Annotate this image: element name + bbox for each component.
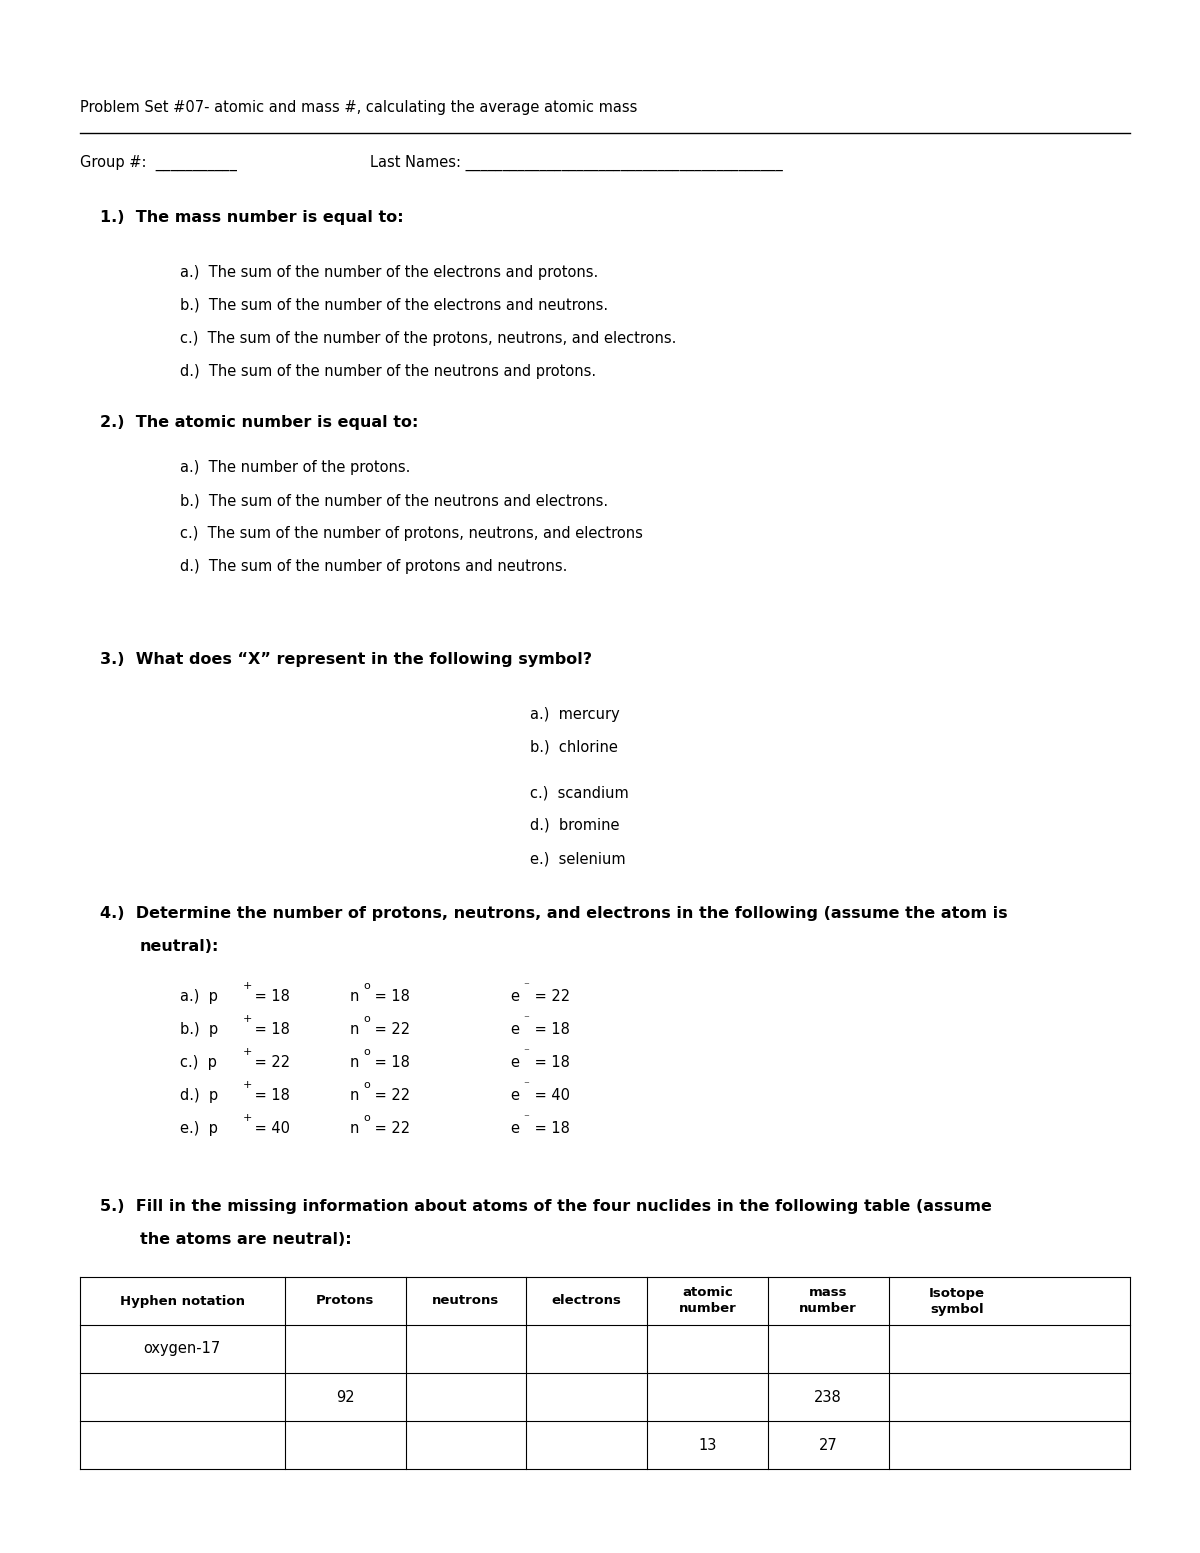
- Text: a.)  The number of the protons.: a.) The number of the protons.: [180, 460, 410, 475]
- Text: 13: 13: [698, 1438, 716, 1452]
- Text: a.)  mercury: a.) mercury: [530, 707, 619, 722]
- Text: = 18: = 18: [250, 1022, 290, 1037]
- Text: b.)  p: b.) p: [180, 1022, 218, 1037]
- Text: = 18: = 18: [370, 1054, 410, 1070]
- Text: 2.)  The atomic number is equal to:: 2.) The atomic number is equal to:: [100, 415, 419, 430]
- Text: a.)  p: a.) p: [180, 989, 218, 1003]
- Text: = 18: = 18: [530, 1121, 570, 1135]
- Text: neutrons: neutrons: [432, 1295, 499, 1308]
- Text: e: e: [510, 1054, 520, 1070]
- Text: d.)  The sum of the number of the neutrons and protons.: d.) The sum of the number of the neutron…: [180, 363, 596, 379]
- Text: n: n: [350, 989, 359, 1003]
- Text: = 18: = 18: [530, 1022, 570, 1037]
- Text: d.)  p: d.) p: [180, 1089, 218, 1103]
- Text: +: +: [242, 1079, 252, 1090]
- Text: = 18: = 18: [370, 989, 410, 1003]
- Text: ⁻: ⁻: [523, 1014, 529, 1023]
- Text: o: o: [364, 1114, 370, 1123]
- Text: 3.)  What does “X” represent in the following symbol?: 3.) What does “X” represent in the follo…: [100, 652, 592, 666]
- Text: Group #:  ___________: Group #: ___________: [80, 155, 236, 171]
- Text: o: o: [364, 1014, 370, 1023]
- Text: e: e: [510, 989, 520, 1003]
- Text: = 40: = 40: [530, 1089, 570, 1103]
- Text: o: o: [364, 1047, 370, 1058]
- Text: o: o: [364, 1079, 370, 1090]
- Text: o: o: [364, 981, 370, 991]
- Text: 1.)  The mass number is equal to:: 1.) The mass number is equal to:: [100, 210, 403, 225]
- Text: ⁻: ⁻: [523, 981, 529, 991]
- Text: n: n: [350, 1089, 359, 1103]
- Text: e: e: [510, 1089, 520, 1103]
- Text: Hyphen notation: Hyphen notation: [120, 1295, 245, 1308]
- Text: c.)  p: c.) p: [180, 1054, 217, 1070]
- Text: b.)  chlorine: b.) chlorine: [530, 739, 618, 755]
- Text: mass
number: mass number: [799, 1286, 857, 1315]
- Text: b.)  The sum of the number of the electrons and neutrons.: b.) The sum of the number of the electro…: [180, 298, 608, 314]
- Text: = 22: = 22: [250, 1054, 290, 1070]
- Text: n: n: [350, 1022, 359, 1037]
- Text: e.)  p: e.) p: [180, 1121, 218, 1135]
- Text: = 40: = 40: [250, 1121, 290, 1135]
- Text: d.)  bromine: d.) bromine: [530, 818, 619, 832]
- Text: ⁻: ⁻: [523, 1114, 529, 1123]
- Text: e: e: [510, 1121, 520, 1135]
- Text: = 22: = 22: [370, 1022, 410, 1037]
- Text: = 22: = 22: [370, 1121, 410, 1135]
- Text: d.)  The sum of the number of protons and neutrons.: d.) The sum of the number of protons and…: [180, 559, 568, 575]
- Text: c.)  scandium: c.) scandium: [530, 784, 629, 800]
- Text: = 18: = 18: [530, 1054, 570, 1070]
- Text: 238: 238: [815, 1390, 842, 1404]
- Text: +: +: [242, 981, 252, 991]
- Text: n: n: [350, 1121, 359, 1135]
- Text: = 18: = 18: [250, 989, 290, 1003]
- Text: Protons: Protons: [316, 1295, 374, 1308]
- Text: Isotope
symbol: Isotope symbol: [929, 1286, 985, 1315]
- Text: n: n: [350, 1054, 359, 1070]
- Text: 4.)  Determine the number of protons, neutrons, and electrons in the following (: 4.) Determine the number of protons, neu…: [100, 905, 1008, 921]
- Text: oxygen-17: oxygen-17: [144, 1342, 221, 1356]
- Text: 27: 27: [818, 1438, 838, 1452]
- Text: ⁻: ⁻: [523, 1079, 529, 1090]
- Text: e.)  selenium: e.) selenium: [530, 851, 625, 867]
- Text: = 18: = 18: [250, 1089, 290, 1103]
- Text: +: +: [242, 1014, 252, 1023]
- Text: +: +: [242, 1047, 252, 1058]
- Text: b.)  The sum of the number of the neutrons and electrons.: b.) The sum of the number of the neutron…: [180, 492, 608, 508]
- Text: electrons: electrons: [552, 1295, 622, 1308]
- Text: atomic
number: atomic number: [678, 1286, 737, 1315]
- Text: neutral):: neutral):: [140, 940, 220, 954]
- Text: Last Names: ___________________________________________: Last Names: ____________________________…: [370, 155, 782, 171]
- Text: Problem Set #07- atomic and mass #, calculating the average atomic mass: Problem Set #07- atomic and mass #, calc…: [80, 99, 637, 115]
- Text: e: e: [510, 1022, 520, 1037]
- Text: = 22: = 22: [530, 989, 570, 1003]
- Text: the atoms are neutral):: the atoms are neutral):: [140, 1232, 352, 1247]
- Text: +: +: [242, 1114, 252, 1123]
- Text: c.)  The sum of the number of the protons, neutrons, and electrons.: c.) The sum of the number of the protons…: [180, 331, 677, 346]
- Text: ⁻: ⁻: [523, 1047, 529, 1058]
- Text: = 22: = 22: [370, 1089, 410, 1103]
- Text: 92: 92: [336, 1390, 354, 1404]
- Text: a.)  The sum of the number of the electrons and protons.: a.) The sum of the number of the electro…: [180, 266, 599, 280]
- Text: c.)  The sum of the number of protons, neutrons, and electrons: c.) The sum of the number of protons, ne…: [180, 526, 643, 540]
- Text: 5.)  Fill in the missing information about atoms of the four nuclides in the fol: 5.) Fill in the missing information abou…: [100, 1199, 992, 1214]
